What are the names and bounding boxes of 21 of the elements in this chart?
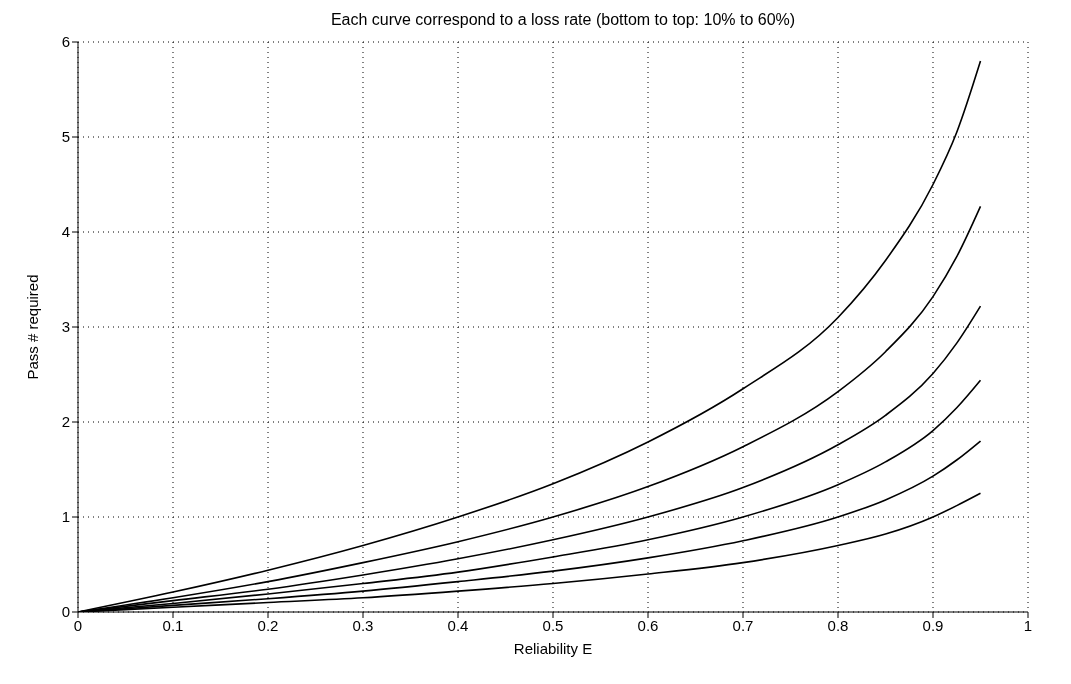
x-tick-label: 0.8 (827, 616, 849, 634)
y-axis-title: Pass # required (24, 274, 42, 380)
x-tick-label: 0.4 (447, 616, 469, 634)
x-tick-label: 1 (1023, 616, 1033, 634)
y-tick-label: 3 (61, 318, 70, 336)
y-tick-label: 4 (61, 223, 70, 241)
x-tick-label: 0.3 (352, 616, 374, 634)
x-tick-label: 0.6 (637, 616, 659, 634)
x-tick-label: 0.9 (922, 616, 944, 634)
y-tick-label: 5 (61, 128, 70, 146)
x-tick-label: 0.1 (162, 616, 184, 634)
x-tick-label: 0.5 (542, 616, 564, 634)
y-tick-label: 2 (61, 413, 70, 431)
x-axis-title: Reliability E (513, 640, 593, 657)
chart-title: Each curve correspond to a loss rate (bottom to top: 10% to 60%) (329, 10, 797, 30)
x-tick-label: 0.2 (257, 616, 279, 634)
x-tick-label: 0.7 (732, 616, 754, 634)
y-tick-label: 0 (61, 603, 70, 621)
x-tick-label: 0 (73, 616, 83, 634)
y-tick-label: 6 (61, 33, 70, 51)
y-tick-label: 1 (61, 508, 70, 526)
